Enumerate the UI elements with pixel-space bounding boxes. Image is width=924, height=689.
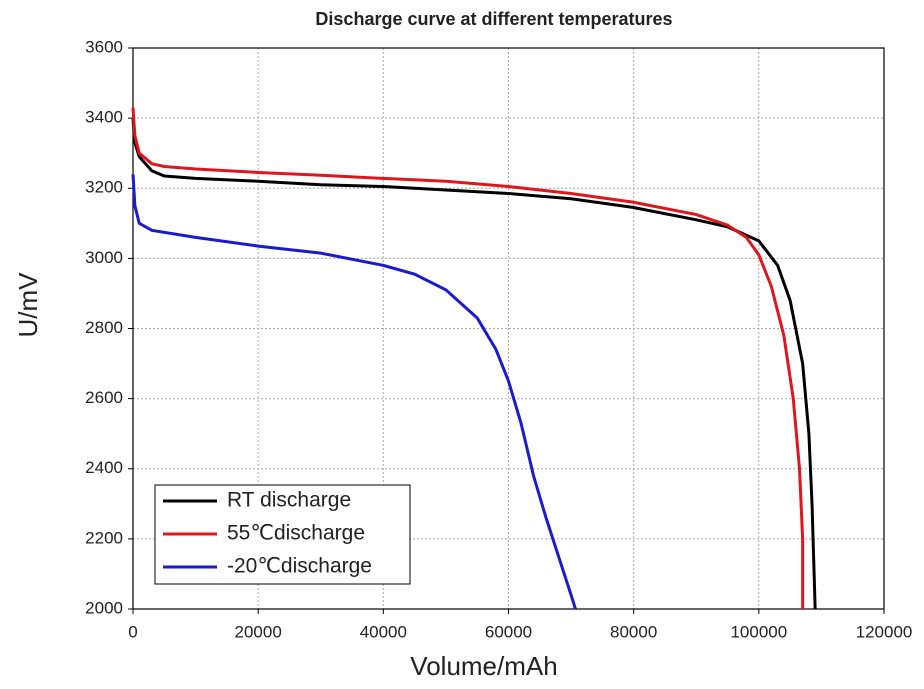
y-tick-label: 3600 [85, 37, 123, 56]
x-tick-label: 40000 [360, 622, 407, 641]
y-tick-label: 2000 [85, 598, 123, 617]
x-tick-label: 100000 [730, 622, 787, 641]
line [131, 118, 817, 610]
line [131, 107, 805, 609]
y-tick-label: 3000 [85, 248, 123, 267]
x-axis-label: Volume/mAh [410, 651, 557, 681]
x-tick-label: 20000 [235, 622, 282, 641]
x-tick-label: 0 [128, 622, 137, 641]
y-tick-label: 2400 [85, 458, 123, 477]
legend-label: RT discharge [227, 489, 351, 512]
chart-title: Discharge curve at different temperature… [315, 9, 672, 29]
legend-label: -20℃discharge [227, 555, 372, 578]
legend-label: 55℃discharge [227, 522, 365, 545]
y-tick-label: 2800 [85, 318, 123, 337]
plot-frame [132, 47, 885, 610]
y-tick-label: 3200 [85, 178, 123, 197]
x-tick-label: 60000 [485, 622, 532, 641]
line [131, 174, 577, 610]
x-tick-label: 80000 [610, 622, 657, 641]
y-tick-label: 2600 [85, 388, 123, 407]
y-tick-label: 2200 [85, 528, 123, 547]
x-tick-label: 120000 [856, 622, 913, 641]
y-axis-label: U/mV [13, 272, 43, 338]
y-tick-label: 3400 [85, 108, 123, 127]
